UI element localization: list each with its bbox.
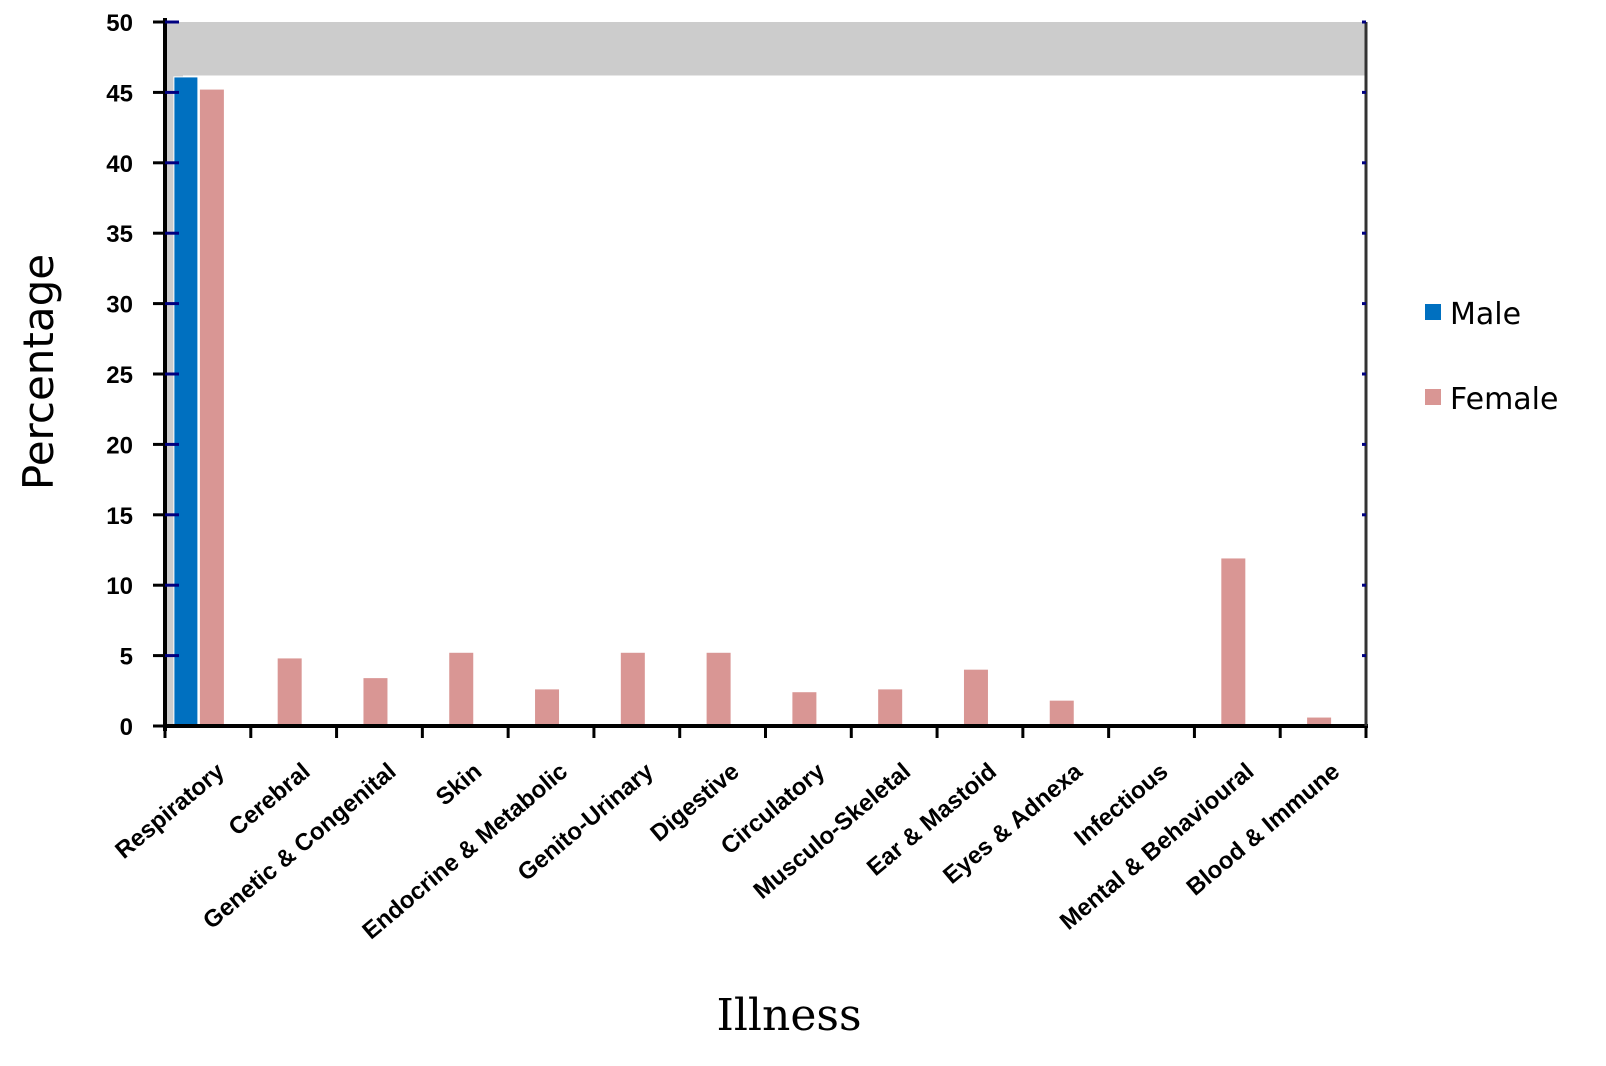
bar-male-0 [173,76,199,727]
y-tick-label: 25 [106,362,133,389]
plot-top-band [165,22,1366,76]
bar-female-5 [620,652,645,726]
y-tick-label: 0 [120,714,133,741]
y-tick-label: 10 [106,573,133,600]
x-category-label: Skin [431,758,487,811]
bar-female-9 [963,669,988,726]
bar-female-10 [1049,700,1074,726]
legend-swatch-female [1425,389,1441,405]
y-tick-label: 45 [106,80,133,107]
bar-female-4 [535,689,560,726]
bar-female-6 [706,652,731,726]
legend: Male Female [1425,297,1558,417]
y-axis-title: Percentage [14,254,63,490]
y-tick-label: 40 [106,151,133,178]
bar-female-8 [878,689,903,726]
legend-swatch-male [1425,304,1441,320]
bar-female-2 [363,678,388,726]
bar-female-3 [449,652,474,726]
bar-female-1 [277,658,302,726]
x-axis-title: Illness [716,990,861,1041]
y-tick-label: 5 [120,644,133,671]
legend-label-female: Female [1450,382,1558,417]
y-tick-label: 30 [106,292,133,319]
y-tick-label: 35 [106,221,133,248]
bars-group [173,76,1332,727]
y-tick-label: 20 [106,432,133,459]
plot-background [165,22,1366,726]
bar-female-13 [1307,717,1332,726]
y-tick-label: 15 [106,503,133,530]
y-ticks-group: 0 5 10 15 20 25 30 35 40 45 50 [106,10,1366,741]
legend-label-male: Male [1450,297,1521,332]
bar-female-7 [792,692,817,726]
bar-female-12 [1221,558,1246,726]
x-category-label: Respiratory [110,757,230,864]
axes-group [163,18,1368,736]
bar-female-0 [199,89,224,727]
x-category-label: Blood & Immune [1182,758,1345,901]
x-category-label: Musculo-Skeletal [748,758,916,905]
y-tick-label: 50 [106,10,133,37]
